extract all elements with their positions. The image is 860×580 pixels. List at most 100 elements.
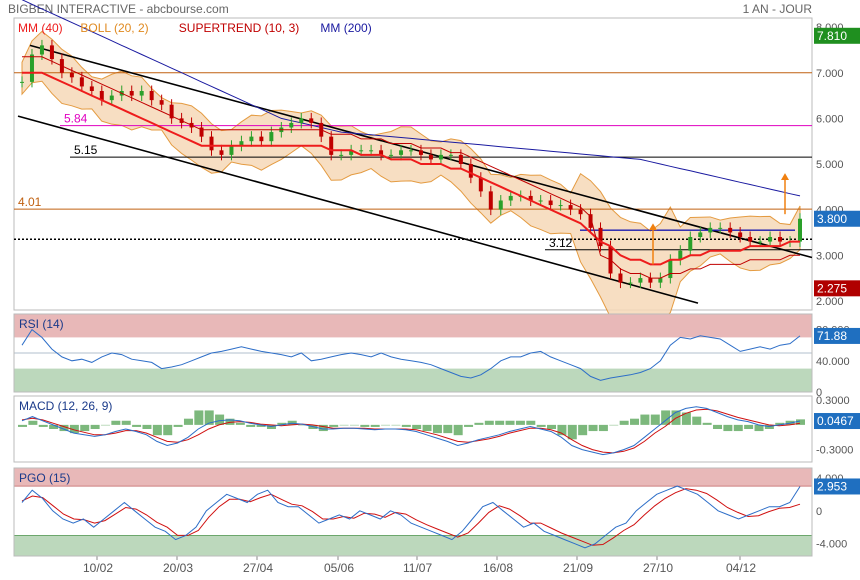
candle-body — [668, 259, 673, 279]
candle-body — [598, 227, 603, 247]
macd-histogram-bar — [692, 416, 702, 425]
macd-histogram-bar — [152, 424, 162, 436]
macd-histogram-bar — [18, 424, 27, 427]
macd-histogram-bar — [370, 424, 380, 427]
x-axis-tick: 21/09 — [563, 561, 593, 575]
x-axis-tick: 04/12 — [726, 561, 756, 575]
macd-histogram-bar — [69, 424, 79, 434]
macd-histogram-bar — [225, 418, 235, 425]
macd-histogram-bar — [453, 424, 463, 436]
macd-histogram-bar — [630, 418, 640, 425]
legend-item: BOLL (20, 2) — [80, 21, 148, 35]
pgo-y-tick: -4.000 — [816, 539, 847, 551]
macd-histogram-bar — [443, 424, 453, 434]
price-badge — [814, 27, 860, 44]
macd-histogram-bar — [526, 420, 536, 425]
candle-body — [698, 232, 703, 237]
candle-body — [498, 200, 503, 210]
candle-body — [768, 237, 773, 242]
candle-body — [329, 136, 334, 155]
price-y-tick: 5.000 — [816, 159, 844, 171]
macd-histogram-bar — [464, 424, 474, 427]
candle-body — [229, 145, 234, 155]
price-y-tick: 3.000 — [816, 250, 844, 262]
level-label: 4.01 — [18, 195, 42, 209]
candle-body — [588, 214, 593, 228]
candle-body — [209, 136, 214, 151]
rsi-panel — [13, 313, 813, 393]
candle-body — [798, 218, 802, 242]
macd-histogram-bar — [401, 424, 411, 427]
candle-body — [289, 122, 294, 128]
rsi-line — [21, 328, 801, 381]
candle-body — [468, 164, 473, 178]
pgo-signal-line — [21, 488, 801, 546]
trendline-lower — [17, 115, 699, 304]
candle-body — [269, 132, 274, 142]
macd-histogram-bar — [713, 424, 723, 429]
price-badge — [814, 280, 860, 297]
price-y-tick: 7.000 — [816, 68, 844, 80]
candle-body — [29, 54, 34, 82]
macd-histogram-bar — [567, 424, 577, 440]
candle-body — [299, 118, 304, 123]
macd-histogram-bar — [111, 420, 121, 425]
rsi-y-tick: 0 — [816, 387, 822, 399]
macd-histogram-bar — [723, 424, 733, 432]
candle-body — [69, 72, 74, 78]
macd-histogram-bar — [588, 424, 598, 432]
candle-body — [558, 205, 563, 207]
macd-histogram-bar — [235, 422, 245, 425]
candle-body — [778, 237, 783, 242]
macd-histogram-bar — [547, 424, 557, 429]
x-axis-tick: 27/04 — [243, 561, 273, 575]
x-axis-tick: 11/07 — [403, 561, 432, 575]
macd-y-tick: 0.3000 — [816, 395, 850, 407]
macd-histogram-bar — [578, 424, 588, 436]
candle-body — [139, 91, 144, 96]
macd-badge-label: 0.0467 — [817, 414, 854, 428]
candle-body — [548, 200, 553, 206]
pgo-panel — [13, 467, 813, 557]
candle-body — [758, 241, 763, 243]
macd-histogram-bar — [38, 424, 48, 427]
macd-histogram-bar — [100, 424, 110, 426]
signal-arrowhead — [781, 173, 789, 180]
mm200-line — [21, 0, 801, 197]
candle-body — [259, 136, 264, 142]
macd-histogram-bar — [349, 424, 359, 426]
macd-histogram-bar — [132, 424, 142, 427]
mm40-line — [22, 71, 800, 266]
macd-histogram-bar — [90, 424, 100, 429]
pgo-low-zone — [14, 535, 812, 556]
macd-histogram-bar — [640, 414, 650, 425]
macd-histogram-bar — [329, 424, 339, 427]
candle-body — [708, 227, 713, 233]
candle-body — [728, 227, 733, 233]
macd-signal-line — [21, 408, 801, 454]
candle-body — [109, 95, 114, 101]
candle-body — [20, 81, 24, 83]
macd-histogram-bar — [204, 410, 214, 425]
candle-body — [89, 86, 94, 91]
macd-histogram-bar — [432, 424, 442, 434]
pgo-line — [21, 485, 801, 549]
macd-histogram-bar — [59, 424, 69, 432]
candle-body — [99, 91, 104, 101]
price-panel — [13, 17, 813, 311]
price-badge-label: 7.810 — [817, 29, 847, 43]
x-axis-tick: 10/02 — [83, 561, 113, 575]
signal-arrowhead — [649, 223, 657, 231]
macd-histogram-bar — [598, 424, 608, 432]
pgo-badge-label: 2.953 — [817, 479, 847, 493]
candle-body — [438, 154, 443, 160]
macd-histogram-bar — [495, 420, 505, 425]
candle-body — [79, 77, 84, 87]
macd-histogram-bar — [764, 424, 774, 429]
macd-histogram-bar — [536, 424, 546, 427]
candle-body — [428, 154, 433, 160]
candle-body — [448, 154, 453, 156]
candle-body — [478, 177, 483, 192]
candle-body — [688, 237, 693, 251]
candle-body — [628, 282, 633, 284]
